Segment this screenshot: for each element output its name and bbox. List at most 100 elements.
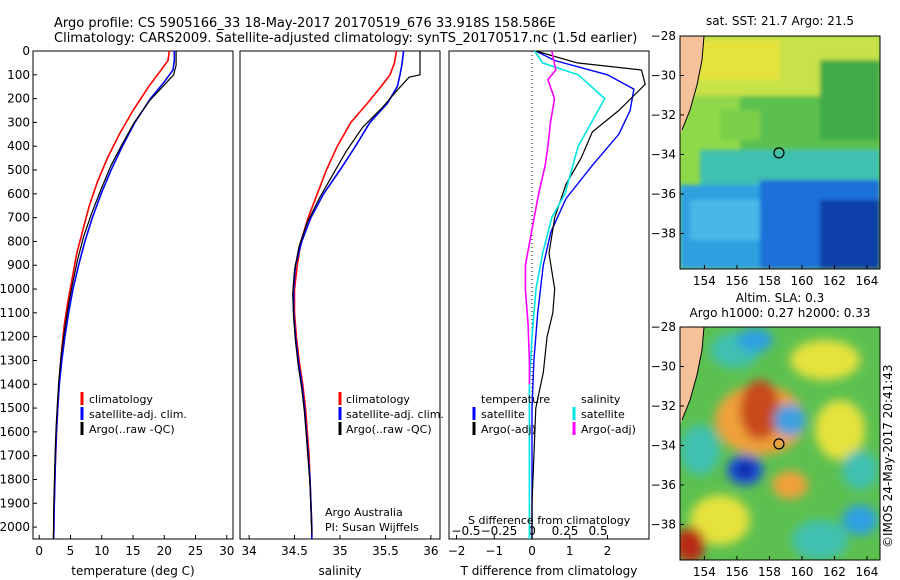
depth-tick-label: 2000 [0,520,30,534]
profile-line [292,51,421,535]
sst-map-frame [679,35,881,270]
lon-tick-label: 160 [790,274,813,288]
depth-tick-label: 100 [7,68,30,82]
lat-tick-label: −36 [651,478,676,492]
x-tick-label: 15 [125,544,140,558]
depth-tick-label: 1700 [0,449,30,463]
depth-tick-label: 0 [22,44,30,58]
depth-tick-label: 200 [7,92,30,106]
s-diff-tick-label: 0.25 [552,524,579,538]
lat-tick-label: −34 [651,438,676,452]
profile-line [293,50,398,539]
sla-map-title-2: Argo h1000: 0.27 h2000: 0.33 [690,306,871,320]
lon-tick-label: 160 [790,565,813,579]
depth-tick-label: 1500 [0,401,30,415]
depth-tick-label: 700 [7,211,30,225]
difference-panel-frame [448,50,650,540]
sla-map-axes: 154 156 158 160 162 164 −28 −30 −32 −34 −36 −38 [651,320,879,579]
lon-tick-label: 154 [693,565,716,579]
temperature-axis-label: temperature (deg C) [71,564,194,578]
temperature-legend: climatology satellite-adj. clim. Argo(..… [80,392,187,436]
x-tick-label: 5 [67,544,75,558]
lat-tick-label: −30 [651,68,676,82]
depth-tick-label: 1300 [0,353,30,367]
salinity-legend: climatology satellite-adj. clim. Argo(..… [325,392,444,534]
header-line-2: Climatology: CARS2009. Satellite-adjuste… [54,31,637,46]
salinity-profile-plot: 34 34.5 35 35.5 36 [241,50,439,558]
legend-argo-label: Argo(..raw -QC) [346,423,432,436]
argo-position-marker [773,147,785,159]
sla-map-image [680,327,880,560]
t-difference-axis-label: T difference from climatology [460,564,638,578]
x-tick-label: 0 [528,544,536,558]
legend-temperature-heading: temperature [481,393,550,406]
x-tick-label: 36 [423,544,438,558]
x-tick-label: 20 [157,544,172,558]
legend-salinity-heading: salinity [581,393,621,406]
sst-map-axes: 154 156 158 160 162 164 −28 −30 −32 −34 −36 −38 [651,29,879,288]
lon-tick-label: 164 [856,565,879,579]
depth-tick-label: 600 [7,187,30,201]
profile-line [52,51,177,540]
lon-tick-label: 158 [758,274,781,288]
x-tick-label: 34.5 [281,544,308,558]
x-tick-label: 30 [219,544,234,558]
s-diff-tick-label: −0.5 [451,524,480,538]
lon-tick-label: 154 [693,274,716,288]
x-tick-label: −2 [448,544,466,558]
difference-legend: temperature satellite Argo(-adj) salinit… [468,393,636,527]
lon-tick-label: 164 [856,274,879,288]
lon-tick-label: 156 [725,274,748,288]
sla-coastline [681,327,705,421]
salinity-panel-frame [239,50,441,540]
lat-tick-label: −38 [651,226,676,240]
sst-land-patch [680,36,704,135]
s-diff-tick-label: 0.5 [589,524,608,538]
sst-map-image [680,36,880,269]
lat-tick-label: −32 [651,108,676,122]
profile-line [531,50,635,539]
legend-argo-label: Argo(..raw -QC) [89,423,175,436]
depth-tick-label: 1900 [0,496,30,510]
x-tick-label: 2 [604,544,612,558]
temperature-profile-plot: 0 5 10 15 20 25 300100200300400500600700800900… [0,44,234,558]
profile-line [524,50,557,385]
salinity-axis-label: salinity [318,564,361,578]
legend-climatology-label: climatology [89,393,153,406]
depth-tick-label: 500 [7,163,30,177]
legend-t-argo-label: Argo(-adj) [481,423,536,436]
lat-tick-label: −32 [651,399,676,413]
depth-tick-label: 800 [7,234,30,248]
lon-tick-label: 162 [823,274,846,288]
argo-australia-note: Argo Australia [325,506,403,519]
depth-tick-label: 1600 [0,425,30,439]
depth-tick-label: 300 [7,115,30,129]
depth-tick-label: 400 [7,139,30,153]
pi-note: PI: Susan Wijffels [325,521,419,534]
s-diff-tick-label: −0.25 [481,524,518,538]
x-tick-label: 0 [35,544,43,558]
lat-tick-label: −28 [651,29,676,43]
depth-tick-label: 1400 [0,377,30,391]
sla-map-title-1: Altim. SLA: 0.3 [736,291,824,305]
x-tick-label: 34 [241,544,256,558]
lon-tick-label: 162 [823,565,846,579]
x-tick-label: −1 [485,544,503,558]
legend-t-satellite-label: satellite [481,408,525,421]
lon-tick-label: 158 [758,565,781,579]
legend-s-satellite-label: satellite [581,408,625,421]
lat-tick-label: −36 [651,187,676,201]
x-tick-label: 1 [566,544,574,558]
sst-coastline [681,36,705,131]
profile-line [528,50,606,539]
depth-tick-label: 1100 [0,306,30,320]
imos-credit: ©IMOS 24-May-2017 20:41:43 [881,364,895,548]
depth-tick-label: 1000 [0,282,30,296]
legend-s-argo-label: Argo(-adj) [581,423,636,436]
profile-line [531,50,646,539]
depth-tick-label: 900 [7,258,30,272]
sla-map-frame [679,326,881,561]
lat-tick-label: −38 [651,517,676,531]
